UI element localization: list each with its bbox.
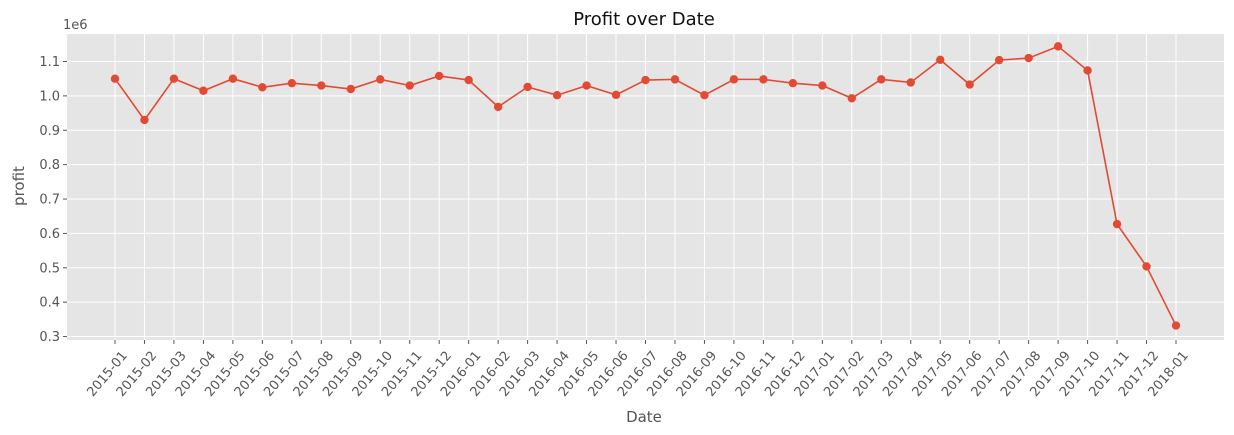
data-point: [493, 102, 503, 112]
y-tick-label: 0.8: [39, 158, 60, 173]
data-point: [994, 55, 1004, 65]
data-point: [346, 84, 355, 94]
chart-title: Profit over Date: [573, 9, 715, 30]
y-tick-label: 0.4: [39, 296, 60, 311]
data-point: [110, 74, 120, 83]
data-point: [965, 80, 974, 89]
data-point: [376, 75, 385, 84]
data-point: [405, 81, 414, 90]
y-tick-label: 0.6: [39, 227, 60, 242]
data-point: [258, 83, 267, 92]
y-offset-label: 1e6: [63, 18, 88, 33]
data-point: [611, 90, 621, 100]
data-point: [140, 115, 149, 125]
y-tick-label: 0.9: [39, 124, 60, 139]
data-point: [523, 82, 532, 92]
data-point: [877, 75, 886, 84]
data-point: [199, 86, 208, 95]
data-point: [729, 75, 739, 84]
data-point: [169, 74, 179, 83]
y-tick-label: 0.7: [39, 193, 60, 208]
y-tick-label: 1.1: [39, 55, 60, 70]
data-point: [1171, 321, 1181, 330]
data-point: [847, 94, 857, 103]
data-point: [1083, 66, 1092, 75]
data-point: [1142, 262, 1151, 271]
data-point: [759, 75, 768, 84]
data-point: [641, 75, 650, 85]
data-point: [228, 74, 238, 83]
y-axis-label: profit: [10, 166, 28, 206]
data-point: [700, 91, 709, 100]
data-point: [1112, 219, 1122, 229]
data-point: [464, 75, 473, 85]
data-point: [287, 78, 297, 88]
data-point: [788, 78, 798, 88]
data-point: [936, 55, 945, 64]
data-point: [552, 91, 562, 100]
data-point: [582, 81, 591, 90]
y-tick-label: 1.0: [39, 89, 60, 104]
data-point: [317, 81, 326, 90]
data-point: [906, 78, 915, 87]
data-point: [1053, 42, 1063, 51]
data-point: [670, 75, 680, 84]
plot-area: 0.30.40.50.60.70.80.91.01.12015-012015-0…: [39, 34, 1224, 400]
x-axis-label: Date: [626, 408, 662, 426]
y-tick-label: 0.5: [39, 261, 60, 276]
data-point: [1024, 53, 1033, 63]
data-point: [818, 81, 827, 90]
data-point: [434, 71, 444, 81]
y-tick-label: 0.3: [39, 330, 60, 345]
